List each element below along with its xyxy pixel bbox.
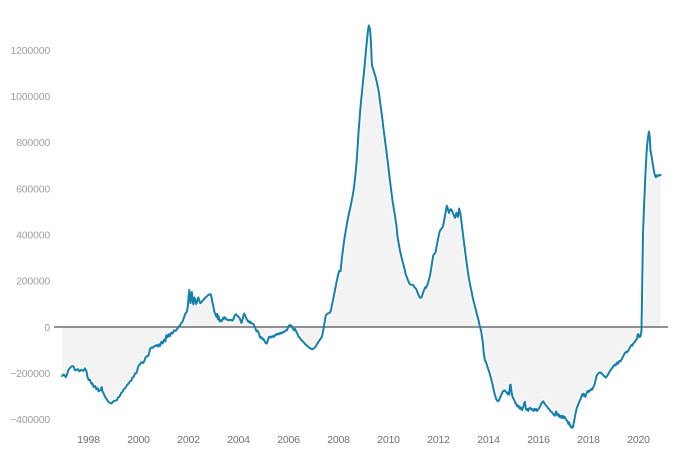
svg-text:800000: 800000 (16, 137, 50, 149)
svg-text:200000: 200000 (16, 276, 50, 288)
svg-text:400000: 400000 (16, 230, 50, 242)
svg-text:2016: 2016 (527, 434, 550, 446)
svg-text:2010: 2010 (377, 434, 400, 446)
svg-text:−200000: −200000 (10, 368, 50, 380)
svg-text:2006: 2006 (277, 434, 300, 446)
svg-text:−400000: −400000 (10, 414, 50, 426)
svg-text:0: 0 (44, 322, 50, 334)
svg-text:2000: 2000 (127, 434, 150, 446)
svg-text:2008: 2008 (327, 434, 350, 446)
svg-text:1000000: 1000000 (11, 91, 51, 103)
svg-text:2014: 2014 (477, 434, 500, 446)
svg-text:2002: 2002 (177, 434, 200, 446)
svg-text:1200000: 1200000 (11, 45, 51, 57)
svg-text:2018: 2018 (577, 434, 600, 446)
svg-text:2004: 2004 (227, 434, 250, 446)
svg-text:600000: 600000 (16, 183, 50, 195)
svg-text:2012: 2012 (427, 434, 450, 446)
svg-text:2020: 2020 (627, 434, 650, 446)
svg-text:1998: 1998 (77, 434, 100, 446)
